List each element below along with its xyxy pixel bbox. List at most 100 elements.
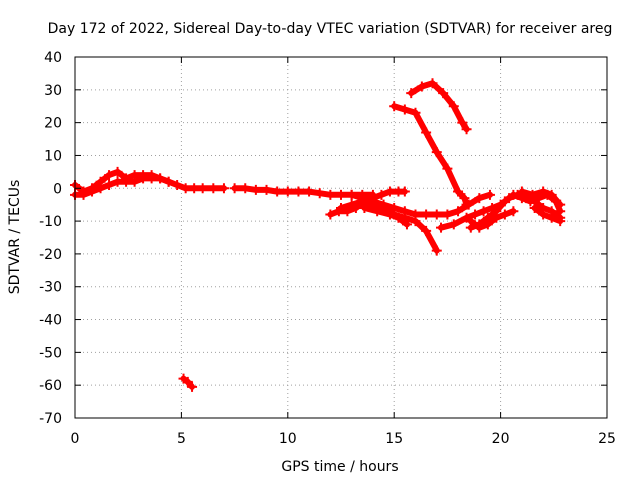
data-point: [453, 206, 464, 217]
data-point: [372, 206, 383, 217]
data-point: [401, 219, 412, 230]
data-point: [421, 209, 432, 220]
data-point: [457, 117, 468, 128]
data-point: [189, 183, 200, 194]
data-point: [304, 186, 315, 197]
grid-layer: [75, 57, 607, 418]
data-point: [325, 189, 336, 200]
data-point: [546, 212, 557, 223]
data-point: [104, 170, 115, 181]
y-tick-label: -60: [39, 378, 62, 394]
data-point: [516, 186, 527, 197]
x-axis-label: GPS time / hours: [281, 459, 398, 475]
y-tick-label: -50: [39, 345, 62, 361]
y-tick-label: -10: [39, 214, 62, 230]
x-tick-label: 25: [598, 431, 616, 447]
data-point: [461, 199, 472, 210]
chart-title: Day 172 of 2022, Sidereal Day-to-day VTE…: [48, 21, 613, 37]
data-point: [325, 209, 336, 220]
data-point: [421, 127, 432, 138]
y-tick-label: 40: [44, 50, 62, 66]
data-point: [555, 199, 566, 210]
data-point: [389, 101, 400, 112]
data-point: [172, 179, 183, 190]
data-point: [87, 186, 98, 197]
y-axis-label: SDTVAR / TECUs: [7, 180, 23, 295]
plot-frame: [74, 56, 608, 419]
data-point: [346, 189, 357, 200]
data-point: [461, 124, 472, 135]
data-point: [272, 186, 283, 197]
data-point: [508, 189, 519, 200]
x-tick-label: 0: [71, 431, 80, 447]
data-point: [427, 78, 438, 89]
data-point: [129, 176, 140, 187]
data-point: [453, 186, 464, 197]
data-point: [180, 183, 191, 194]
data-point: [104, 179, 115, 190]
data-point: [538, 186, 549, 197]
y-tick-label: -70: [39, 411, 62, 427]
series-arc-12: [465, 206, 519, 233]
series-arc-7: [359, 202, 412, 230]
data-point: [378, 199, 389, 210]
data-point: [399, 104, 410, 115]
data-point: [436, 222, 447, 233]
x-tick-label: 15: [385, 431, 403, 447]
data-point: [546, 189, 557, 200]
series-arc-13: [516, 186, 566, 210]
data-point: [393, 212, 404, 223]
data-point: [474, 222, 485, 233]
data-point: [442, 163, 453, 174]
data-point: [459, 193, 470, 204]
data-point: [240, 183, 251, 194]
data-point: [527, 189, 538, 200]
data-point: [218, 183, 229, 194]
data-point: [336, 189, 346, 200]
series-line: [531, 205, 564, 225]
data-point: [314, 188, 325, 199]
data-point: [410, 107, 421, 118]
data-point: [442, 209, 453, 220]
data-point: [465, 216, 476, 227]
tick-layer: 0 5 10 15 20 25 40 30 20 10 0 -10 -20 -30 -40 -50 -60 -70: [39, 50, 616, 447]
y-tick-label: 30: [44, 83, 62, 99]
data-point: [410, 209, 421, 220]
data-point: [367, 196, 378, 207]
data-point: [478, 206, 489, 217]
y-tick-label: 10: [44, 148, 62, 164]
data-point: [529, 202, 540, 213]
data-point: [197, 183, 208, 194]
data-point: [431, 245, 442, 256]
data-point: [389, 202, 400, 213]
series-arc-15: [178, 373, 198, 392]
series-arc-8: [389, 101, 472, 210]
data-point: [474, 193, 485, 204]
data-point: [499, 209, 510, 220]
data-point: [431, 209, 442, 220]
data-point: [416, 81, 427, 92]
y-tick-label: 20: [44, 116, 62, 132]
data-point: [431, 147, 442, 158]
data-point: [421, 225, 432, 236]
data-point: [384, 186, 395, 197]
x-tick-label: 5: [177, 431, 186, 447]
data-point: [250, 184, 261, 195]
data-point: [261, 184, 272, 195]
x-tick-label: 20: [492, 431, 510, 447]
data-point: [399, 206, 410, 217]
x-tick-label: 10: [279, 431, 297, 447]
data-point: [525, 196, 536, 207]
data-point: [78, 189, 89, 200]
data-point: [208, 183, 219, 194]
data-point: [138, 173, 149, 184]
data-point: [163, 176, 174, 187]
data-point: [448, 101, 459, 112]
data-point: [438, 88, 449, 99]
data-point: [282, 186, 293, 197]
data-point: [499, 196, 510, 207]
data-point: [336, 202, 346, 213]
data-point: [376, 189, 387, 200]
